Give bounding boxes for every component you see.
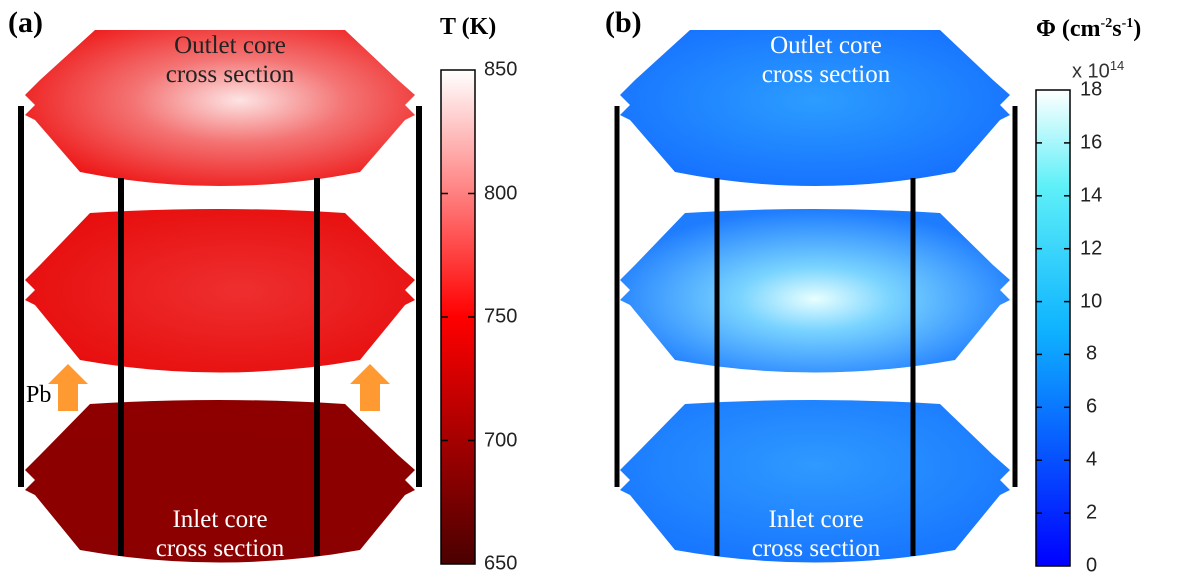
panel-a-support-rods [18, 106, 422, 556]
colorbar-b-tick: 2 [1086, 501, 1098, 524]
colorbar-a-tick: 850 [484, 58, 518, 81]
pb-flow-label: Pb [26, 382, 52, 408]
colorbar-a-tick: 800 [484, 182, 518, 204]
colorbar-b-tick: 12 [1080, 237, 1103, 260]
colorbar-b-multiplier: x 1014 [1072, 58, 1125, 83]
colorbar-b-tick: 14 [1080, 184, 1103, 207]
colorbar-b-title: Φ (cm-2s-1) [1036, 16, 1142, 42]
colorbar-a-tick: 750 [484, 305, 518, 328]
middle-slab-a [25, 209, 415, 373]
colorbar-b-tick: 10 [1080, 290, 1103, 313]
colorbar-a-tick: 700 [484, 429, 518, 451]
outlet-caption-b: Outlet core cross section [761, 32, 891, 88]
colorbar-b-ticks [1036, 142, 1070, 514]
colorbar-a-tick: 650 [484, 552, 518, 575]
inlet-caption-b: Inlet core cross section [751, 506, 881, 562]
outlet-slab-b [620, 30, 1010, 186]
colorbar-a-ticks [441, 192, 475, 442]
panel-a-label: (a) [8, 6, 43, 39]
middle-slab-b [620, 209, 1010, 373]
flow-arrow-left [48, 364, 88, 411]
colorbar-b-tick: 18 [1080, 78, 1103, 101]
outlet-slab-a [25, 30, 415, 186]
panel-b-core-sections [620, 30, 1010, 563]
panel-b-support-rods [614, 106, 1018, 556]
colorbar-b-tick: 6 [1086, 395, 1098, 418]
inlet-caption-a: Inlet core cross section [155, 506, 285, 562]
panel-a-core-sections [25, 30, 415, 563]
colorbar-a-title: T (K) [440, 14, 497, 40]
colorbar-b-tick: 16 [1080, 131, 1103, 154]
panel-b-label: (b) [605, 6, 642, 39]
colorbar-b-tick: 0 [1086, 554, 1098, 577]
colorbar-b-tick: 4 [1086, 448, 1098, 471]
colorbar-b [1035, 89, 1071, 567]
flow-arrow-right [350, 364, 390, 411]
outlet-caption-a: Outlet core cross section [165, 32, 295, 88]
colorbar-b-tick: 8 [1086, 342, 1098, 365]
